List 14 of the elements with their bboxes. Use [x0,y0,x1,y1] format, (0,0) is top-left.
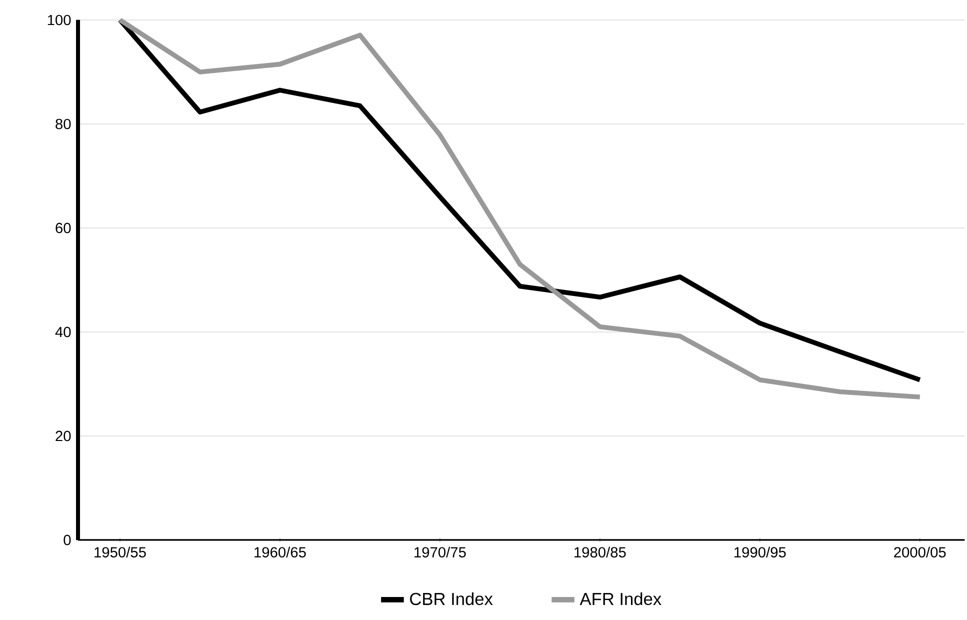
y-tick-label: 0 [64,534,71,546]
y-tick-label: 60 [56,222,71,234]
legend-label: AFR Index [580,592,662,606]
x-tick-label: 1970/75 [414,546,466,558]
x-tick-label: 1980/85 [574,546,626,558]
x-tick-label: 2000/05 [894,546,946,558]
y-tick-label: 100 [48,14,71,26]
y-tick-label: 20 [56,430,71,442]
x-tick-label: 1990/95 [734,546,786,558]
y-tick-label: 40 [55,326,71,338]
x-tick-label: 1950/55 [94,546,146,558]
legend-label: CBR Index [410,592,493,606]
y-tick-label: 80 [56,118,71,130]
x-tick-label: 1960/65 [254,546,306,558]
